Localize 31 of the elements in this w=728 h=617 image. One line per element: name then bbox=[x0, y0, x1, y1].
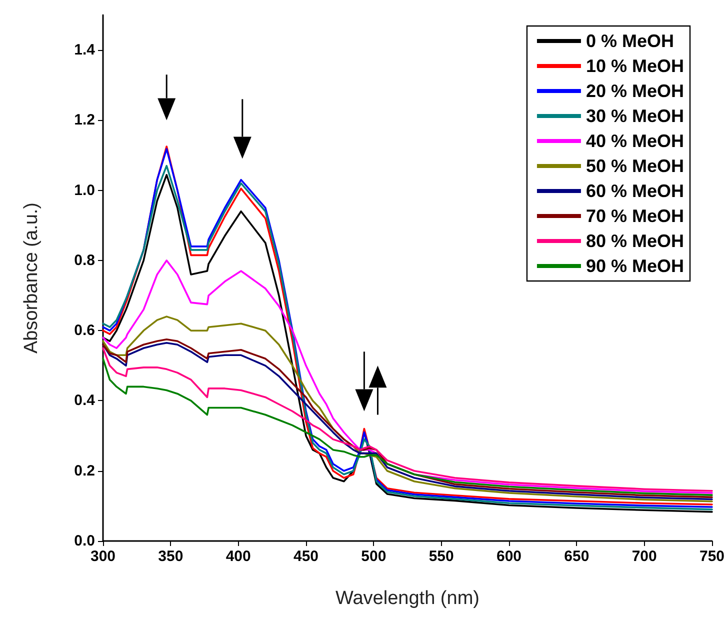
legend-label: 40 % MeOH bbox=[586, 131, 684, 151]
y-tick-label: 0.6 bbox=[74, 322, 95, 340]
x-tick-label: 500 bbox=[361, 548, 386, 565]
legend-label: 50 % MeOH bbox=[586, 156, 684, 176]
y-tick-label: 0.8 bbox=[74, 252, 95, 269]
y-tick-label: 0.2 bbox=[74, 462, 95, 480]
x-tick-label: 450 bbox=[293, 548, 319, 565]
legend-label: 60 % MeOH bbox=[586, 181, 684, 201]
y-tick-label: 1.0 bbox=[74, 182, 95, 199]
legend-label: 10 % MeOH bbox=[586, 56, 684, 76]
y-tick-label: 0.4 bbox=[74, 392, 96, 410]
line-series bbox=[102, 260, 713, 494]
legend-label: 0 % MeOH bbox=[586, 31, 674, 51]
legend-label: 30 % MeOH bbox=[586, 106, 684, 126]
x-tick-label: 300 bbox=[90, 548, 116, 565]
x-tick-label: 550 bbox=[428, 548, 454, 565]
y-tick-label: 0.0 bbox=[74, 532, 95, 550]
y-tick-label: 1.4 bbox=[74, 42, 96, 59]
x-tick-label: 400 bbox=[226, 548, 251, 565]
legend-label: 70 % MeOH bbox=[586, 206, 684, 226]
y-tick-label: 1.2 bbox=[74, 112, 95, 129]
x-tick-label: 650 bbox=[564, 548, 590, 565]
x-tick-label: 700 bbox=[632, 548, 657, 565]
x-tick-label: 600 bbox=[496, 548, 522, 565]
x-tick-label: 750 bbox=[699, 548, 725, 565]
y-axis-title: Absorbance (a.u.) bbox=[21, 202, 42, 354]
x-axis-title: Wavelength (nm) bbox=[336, 588, 480, 609]
legend-label: 80 % MeOH bbox=[586, 231, 684, 251]
legend-label: 90 % MeOH bbox=[586, 256, 684, 276]
legend-label: 20 % MeOH bbox=[586, 81, 684, 101]
x-tick-label: 350 bbox=[158, 548, 184, 565]
